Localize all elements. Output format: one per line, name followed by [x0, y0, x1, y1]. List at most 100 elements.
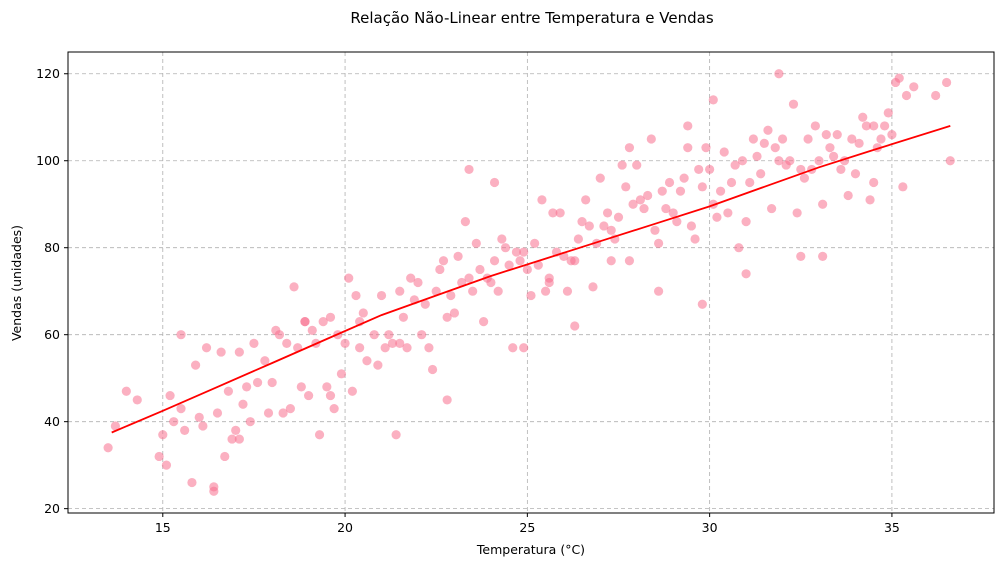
- data-point: [672, 217, 682, 227]
- data-point: [358, 308, 368, 318]
- data-point: [810, 121, 820, 131]
- data-point: [176, 330, 186, 340]
- data-point: [909, 82, 919, 92]
- data-point: [723, 208, 733, 218]
- data-point: [697, 182, 707, 192]
- data-point: [201, 343, 212, 353]
- y-tick-label: 100: [36, 153, 60, 168]
- data-point: [260, 356, 270, 366]
- data-point: [431, 286, 441, 296]
- data-point: [427, 364, 438, 375]
- data-point: [347, 386, 357, 396]
- trend-line: [111, 125, 951, 434]
- data-point: [121, 386, 131, 396]
- data-point: [643, 190, 653, 201]
- x-tick-label: 25: [519, 520, 535, 535]
- data-point: [380, 343, 390, 353]
- data-point: [573, 234, 583, 244]
- data-point: [453, 251, 463, 262]
- data-point: [570, 321, 580, 331]
- data-point: [756, 169, 766, 179]
- data-point: [216, 347, 226, 357]
- y-tick-label: 120: [36, 66, 60, 81]
- data-point: [322, 382, 332, 392]
- data-point: [190, 360, 201, 370]
- data-point: [417, 330, 427, 340]
- data-point: [227, 434, 237, 444]
- data-point: [624, 256, 635, 266]
- data-point: [398, 312, 409, 322]
- data-point: [362, 356, 372, 366]
- data-point: [198, 421, 208, 431]
- data-point: [282, 338, 292, 348]
- data-point: [606, 225, 616, 235]
- data-point: [653, 286, 664, 296]
- data-point: [734, 243, 744, 253]
- data-point: [234, 347, 244, 357]
- data-point: [577, 217, 587, 227]
- data-point: [683, 121, 693, 131]
- data-point: [446, 290, 456, 301]
- data-point: [406, 273, 416, 283]
- data-point: [737, 156, 748, 166]
- data-point: [384, 330, 394, 340]
- data-point: [562, 286, 573, 296]
- data-point: [679, 173, 689, 183]
- data-point: [803, 134, 813, 144]
- data-point: [876, 134, 886, 144]
- y-tick-label: 40: [44, 414, 60, 429]
- data-point: [497, 234, 507, 244]
- x-tick-label: 35: [884, 520, 900, 535]
- data-point: [307, 325, 317, 335]
- data-point: [635, 195, 645, 205]
- data-point: [234, 434, 244, 444]
- data-point: [741, 269, 751, 279]
- data-point: [194, 412, 204, 422]
- data-point: [865, 195, 875, 205]
- data-point: [869, 177, 879, 188]
- data-point: [628, 199, 638, 209]
- data-point: [325, 390, 336, 401]
- data-point: [533, 260, 543, 270]
- data-point: [715, 186, 726, 196]
- data-point: [796, 164, 806, 175]
- data-point: [581, 195, 591, 205]
- data-point: [289, 282, 299, 292]
- y-axis-label: Vendas (unidades): [9, 225, 24, 341]
- data-point: [774, 69, 784, 79]
- data-point: [653, 238, 664, 248]
- data-point: [777, 134, 788, 144]
- y-tick-label: 20: [44, 501, 60, 516]
- data-point: [161, 460, 172, 470]
- data-point: [584, 221, 594, 231]
- data-point: [263, 408, 274, 418]
- data-point: [475, 264, 485, 275]
- data-point: [752, 151, 762, 161]
- grid: [68, 52, 994, 513]
- data-point: [402, 343, 412, 353]
- data-point: [296, 382, 306, 392]
- data-point: [387, 338, 398, 348]
- y-axis-ticks: 20 40 60 80 100 120: [36, 66, 68, 516]
- data-point: [705, 164, 715, 175]
- data-point: [818, 251, 828, 262]
- data-point: [708, 95, 718, 105]
- data-point: [890, 77, 901, 88]
- data-point: [376, 290, 387, 301]
- data-point: [555, 208, 565, 218]
- data-point: [858, 112, 868, 122]
- x-tick-label: 15: [155, 520, 171, 535]
- data-point: [657, 186, 667, 196]
- data-point: [931, 90, 941, 101]
- data-point: [624, 143, 635, 153]
- data-point: [530, 238, 540, 248]
- data-point: [169, 417, 179, 427]
- data-point: [242, 382, 252, 392]
- scatter-points: [103, 69, 955, 496]
- data-point: [664, 177, 675, 188]
- data-point: [701, 143, 711, 153]
- data-point: [759, 138, 769, 148]
- data-point: [110, 421, 120, 431]
- data-point: [785, 156, 795, 166]
- data-point: [544, 277, 554, 288]
